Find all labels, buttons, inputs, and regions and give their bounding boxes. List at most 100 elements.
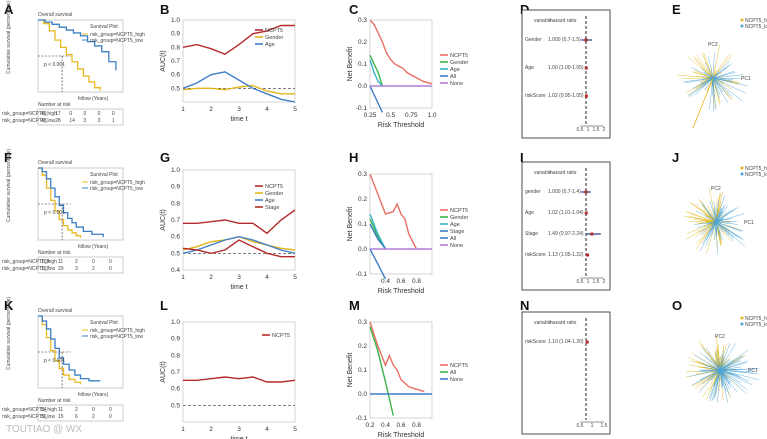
biplot-arrow-low: [694, 355, 721, 371]
km-xlabel: follow (Years): [78, 392, 108, 398]
series-line-stage: [369, 223, 387, 250]
y-tick-label: 0.4: [171, 267, 180, 274]
forest-axis-tick: 1: [587, 127, 590, 133]
biplot-arrow-low: [691, 369, 721, 386]
biplot-arrow-low: [713, 201, 717, 223]
x-tick-label: 2: [209, 426, 213, 433]
series-line-age: [369, 59, 383, 87]
biplot-arrow-high: [703, 52, 714, 79]
biplot-arrow-low: [712, 77, 714, 96]
auc-plot-g: 0.4 0.5 0.6 0.7 0.8 0.9 1.0 1 2 3 4 5 time t AUC(t) NC…: [160, 167, 297, 291]
biplot-arrow-low: [717, 369, 721, 403]
legend-label-age: Age: [265, 198, 275, 204]
forest-header-hr: hazard ratio: [550, 170, 577, 176]
forest-frame: [521, 311, 611, 435]
y-tick-label: 0.9: [171, 336, 180, 343]
legend-label-stage: Stage: [265, 205, 279, 211]
series-line-all: [369, 85, 384, 113]
plot-frame: [369, 173, 433, 275]
y-tick-label: 0.5: [171, 402, 180, 409]
biplot-arrow-low: [709, 77, 714, 110]
x-tick-label: 5: [293, 106, 297, 113]
biplot-arrow-high: [707, 205, 717, 223]
series-line-ncpt5: [183, 376, 296, 383]
biplot-arrow-low: [700, 221, 717, 236]
panel-label-k: K: [4, 298, 14, 313]
panel-label-m: M: [349, 298, 360, 313]
biplot-legend-label: NCPT5_high: [745, 18, 767, 24]
biplot-arrow-low: [719, 369, 759, 374]
forest-row-label: Age: [525, 65, 534, 71]
biplot-j: PC2 PC1 NCPT5_highNCPT5_low: [684, 166, 767, 254]
biplot-arrow-low: [719, 355, 743, 371]
y-tick-label: -0.1: [356, 415, 368, 422]
forest-header-variable: variable: [534, 18, 552, 24]
forest-frame: [521, 161, 611, 291]
biplot-arrow-low: [689, 369, 721, 377]
forest-row-hr: 1.00 (1.00-1.05): [548, 65, 584, 71]
km-legend-title: Survival Plot: [90, 320, 118, 326]
biplot-arrow-low: [715, 211, 723, 223]
y-tick-label: 0.2: [358, 196, 367, 203]
biplot-arrow-low: [715, 219, 724, 223]
biplot-arrow-low: [708, 56, 714, 79]
km-legend-entry: risk_group=NCPT5_low: [90, 334, 143, 340]
y-tick-label: 0.9: [171, 31, 180, 38]
y-tick-label: 1.0: [171, 167, 180, 174]
legend-label-ncpt5: NCPT5: [450, 53, 468, 59]
biplot-arrow-high: [702, 369, 721, 398]
y-tick-label: 0.2: [358, 39, 367, 46]
forest-row-label: riskScore: [525, 93, 546, 99]
km-risk-cell: 28: [55, 118, 61, 124]
forest-header-variable: variable: [534, 170, 552, 176]
biplot-arrow-low: [715, 217, 733, 223]
y-tick-label: 0.6: [171, 386, 180, 393]
biplot-arrow-low: [698, 369, 721, 372]
biplot-arrow-low: [715, 351, 721, 371]
legend-label-gender: Gender: [265, 35, 284, 41]
forest-row-label: gender: [525, 189, 541, 195]
x-tick-label: 2: [209, 274, 213, 281]
biplot-arrow-high: [677, 74, 714, 79]
x-axis-label: time t: [230, 436, 247, 439]
series-line-all: [369, 248, 387, 280]
series-line-age: [182, 235, 296, 254]
biplot-arrow-low: [719, 369, 760, 381]
km-legend-title: Survival Plot: [90, 172, 118, 178]
y-tick-label: -0.1: [356, 271, 368, 278]
biplot-arrow-low: [706, 211, 717, 223]
biplot-arrow-low: [715, 221, 738, 225]
forest-axis-tick: 1: [587, 279, 590, 285]
biplot-arrow-high: [687, 56, 714, 79]
biplot-axis-label-pc2: PC2: [708, 42, 718, 48]
biplot-arrow-high: [715, 197, 718, 223]
plot-frame: [369, 321, 433, 419]
km-risk-cell: 2: [92, 414, 95, 420]
biplot-arrow-high: [712, 77, 732, 90]
biplot-arrow-high: [696, 54, 714, 79]
forest-header-variable: variable: [534, 320, 552, 326]
km-risk-cell: 1: [112, 118, 115, 124]
biplot-arrow-low: [715, 360, 721, 371]
y-tick-label: 0.8: [171, 200, 180, 207]
y-tick-label: 0.1: [358, 61, 367, 68]
biplot-arrow-low: [719, 349, 749, 371]
biplot-arrow-high: [686, 221, 717, 234]
km-risk-cell: 0: [109, 414, 112, 420]
panel-label-a: A: [4, 2, 14, 17]
km-risk-cell: 0: [109, 407, 112, 413]
biplot-arrow-low: [712, 77, 746, 94]
y-tick-label: 0.0: [358, 246, 367, 253]
panel-label-g: G: [160, 150, 170, 165]
forest-row-hr: 1.02 (1.01-1.04): [548, 210, 584, 216]
y-tick-label: 0.5: [171, 85, 180, 92]
forest-point: [584, 66, 588, 70]
y-tick-label: 0.3: [358, 319, 367, 326]
km-title: Overall survival: [38, 12, 72, 18]
biplot-arrow-high: [695, 203, 717, 223]
biplot-legend-dot: [740, 18, 744, 22]
y-tick-label: 0.6: [171, 234, 180, 241]
x-tick-label: 5: [293, 274, 297, 281]
